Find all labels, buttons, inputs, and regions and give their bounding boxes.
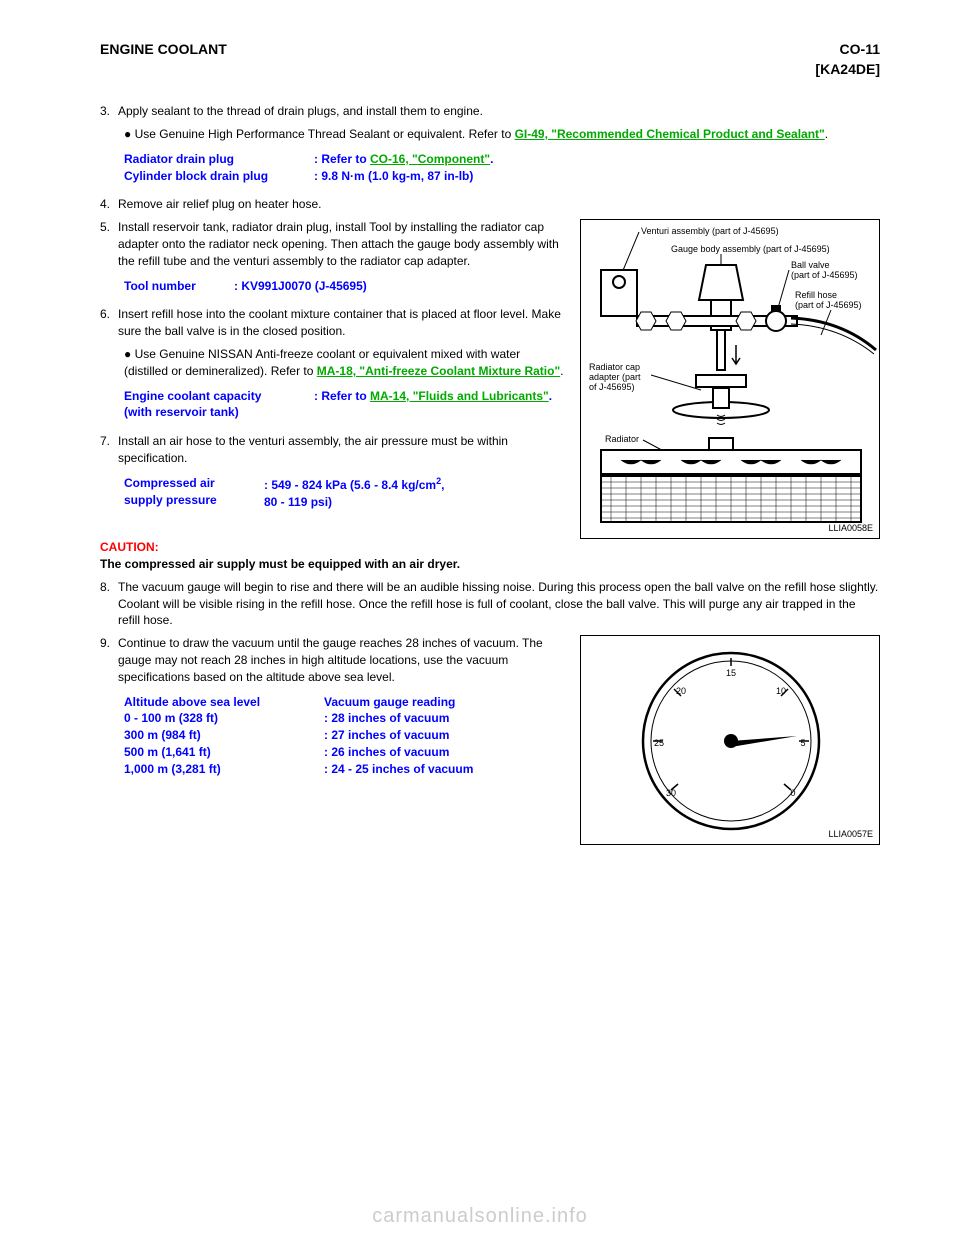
note-text: Use Genuine High Performance Thread Seal… xyxy=(135,127,515,141)
link-ma18[interactable]: MA-18, "Anti-freeze Coolant Mixture Rati… xyxy=(317,364,560,378)
svg-text:(part of J-45695): (part of J-45695) xyxy=(795,300,862,310)
pressure-value: : 549 - 824 kPa (5.6 - 8.4 kg/cm2, 80 - … xyxy=(264,475,564,511)
vacuum-row-value: : 24 - 25 inches of vacuum xyxy=(324,761,564,778)
step-9: 9. Continue to draw the vacuum until the… xyxy=(100,635,564,685)
caution-text: The compressed air supply must be equipp… xyxy=(100,557,460,571)
caution-block: CAUTION: The compressed air supply must … xyxy=(100,539,880,573)
step-6: 6. Insert refill hose into the coolant m… xyxy=(100,306,564,340)
radiator-drain-value: : Refer to CO-16, "Component". xyxy=(314,151,880,168)
figure1-id: LLIA0058E xyxy=(828,522,873,535)
step-text: Install an air hose to the venturi assem… xyxy=(118,433,564,467)
tool-label: Tool number xyxy=(124,278,234,295)
step-num: 5. xyxy=(100,219,118,269)
coolant-note: ● Use Genuine NISSAN Anti-freeze coolant… xyxy=(124,346,564,380)
step-num: 7. xyxy=(100,433,118,467)
vacuum-row-value: : 27 inches of vacuum xyxy=(324,727,564,744)
header-left: ENGINE COOLANT xyxy=(100,40,227,79)
fig1-gauge-label: Gauge body assembly (part of J-45695) xyxy=(671,244,830,254)
cylinder-drain-label: Cylinder block drain plug xyxy=(124,168,314,185)
step-text: Continue to draw the vacuum until the ga… xyxy=(118,635,564,685)
link-ma14[interactable]: MA-14, "Fluids and Lubricants" xyxy=(370,389,549,403)
step-text: Insert refill hose into the coolant mixt… xyxy=(118,306,564,340)
pressure-label: Compressed air supply pressure xyxy=(124,475,264,511)
step-num: 6. xyxy=(100,306,118,340)
step-text: The vacuum gauge will begin to rise and … xyxy=(118,579,880,629)
cylinder-drain-value: : 9.8 N·m (1.0 kg-m, 87 in-lb) xyxy=(314,168,880,185)
capacity-label: Engine coolant capacity (with reservoir … xyxy=(124,388,314,422)
vacuum-header-label: Altitude above sea level xyxy=(124,694,324,711)
note-after: . xyxy=(825,127,828,141)
capacity-spec: Engine coolant capacity (with reservoir … xyxy=(124,388,564,422)
step-num: 4. xyxy=(100,196,118,213)
vacuum-row-label: 0 - 100 m (328 ft) xyxy=(124,710,324,727)
fig1-ball-label: Ball valve xyxy=(791,260,830,270)
svg-text:(part of J-45695): (part of J-45695) xyxy=(791,270,858,280)
step-num: 3. xyxy=(100,103,118,120)
fig1-radiator-label: Radiator xyxy=(605,434,639,444)
gauge-tick-25: 25 xyxy=(654,738,664,748)
link-gi49[interactable]: GI-49, "Recommended Chemical Product and… xyxy=(515,127,825,141)
step-text: Install reservoir tank, radiator drain p… xyxy=(118,219,564,269)
step-3-specs: Radiator drain plug : Refer to CO-16, "C… xyxy=(124,151,880,185)
step-5: 5. Install reservoir tank, radiator drai… xyxy=(100,219,564,269)
fig1-adapter-label: Radiator cap xyxy=(589,362,640,372)
figure-vacuum-gauge: 0 5 10 15 20 25 30 xyxy=(580,635,880,845)
step-4: 4. Remove air relief plug on heater hose… xyxy=(100,196,880,213)
step-num: 8. xyxy=(100,579,118,629)
link-co16[interactable]: CO-16, "Component" xyxy=(370,152,490,166)
header-right: CO-11 [KA24DE] xyxy=(815,40,880,79)
fig1-venturi-label: Venturi assembly (part of J-45695) xyxy=(641,226,779,236)
vacuum-row-value: : 26 inches of vacuum xyxy=(324,744,564,761)
two-column-block-1: 5. Install reservoir tank, radiator drai… xyxy=(100,219,880,539)
gauge-tick-10: 10 xyxy=(776,686,786,696)
gauge-tick-15: 15 xyxy=(726,668,736,678)
step-text: Apply sealant to the thread of drain plu… xyxy=(118,103,880,120)
vacuum-row-label: 300 m (984 ft) xyxy=(124,727,324,744)
vacuum-row-label: 500 m (1,641 ft) xyxy=(124,744,324,761)
watermark: carmanualsonline.info xyxy=(0,1202,960,1230)
vacuum-row-value: : 28 inches of vacuum xyxy=(324,710,564,727)
figure2-id: LLIA0057E xyxy=(828,828,873,841)
step-3: 3. Apply sealant to the thread of drain … xyxy=(100,103,880,120)
tool-value: : KV991J0070 (J-45695) xyxy=(234,278,564,295)
tool-spec: Tool number : KV991J0070 (J-45695) xyxy=(124,278,564,295)
capacity-value: : Refer to MA-14, "Fluids and Lubricants… xyxy=(314,388,564,422)
header-page: CO-11 xyxy=(815,40,880,60)
svg-text:of J-45695): of J-45695) xyxy=(589,382,635,392)
caution-label: CAUTION: xyxy=(100,540,159,554)
two-column-block-2: 9. Continue to draw the vacuum until the… xyxy=(100,635,880,845)
page-header: ENGINE COOLANT CO-11 [KA24DE] xyxy=(100,40,880,79)
radiator-drain-label: Radiator drain plug xyxy=(124,151,314,168)
step-8: 8. The vacuum gauge will begin to rise a… xyxy=(100,579,880,629)
vacuum-table: Altitude above sea level Vacuum gauge re… xyxy=(124,694,564,778)
header-engine: [KA24DE] xyxy=(815,60,880,80)
step-3-note: ● Use Genuine High Performance Thread Se… xyxy=(124,126,880,143)
step-text: Remove air relief plug on heater hose. xyxy=(118,196,880,213)
vacuum-header-value: Vacuum gauge reading xyxy=(324,694,564,711)
pressure-spec: Compressed air supply pressure : 549 - 8… xyxy=(124,475,564,511)
gauge-tick-20: 20 xyxy=(676,686,686,696)
gauge-tick-5: 5 xyxy=(800,738,805,748)
step-7: 7. Install an air hose to the venturi as… xyxy=(100,433,564,467)
fig1-refill-label: Refill hose xyxy=(795,290,837,300)
vacuum-row-label: 1,000 m (3,281 ft) xyxy=(124,761,324,778)
step-num: 9. xyxy=(100,635,118,685)
figure-tool-assembly: Venturi assembly (part of J-45695) Gauge… xyxy=(580,219,880,539)
svg-text:adapter (part: adapter (part xyxy=(589,372,641,382)
